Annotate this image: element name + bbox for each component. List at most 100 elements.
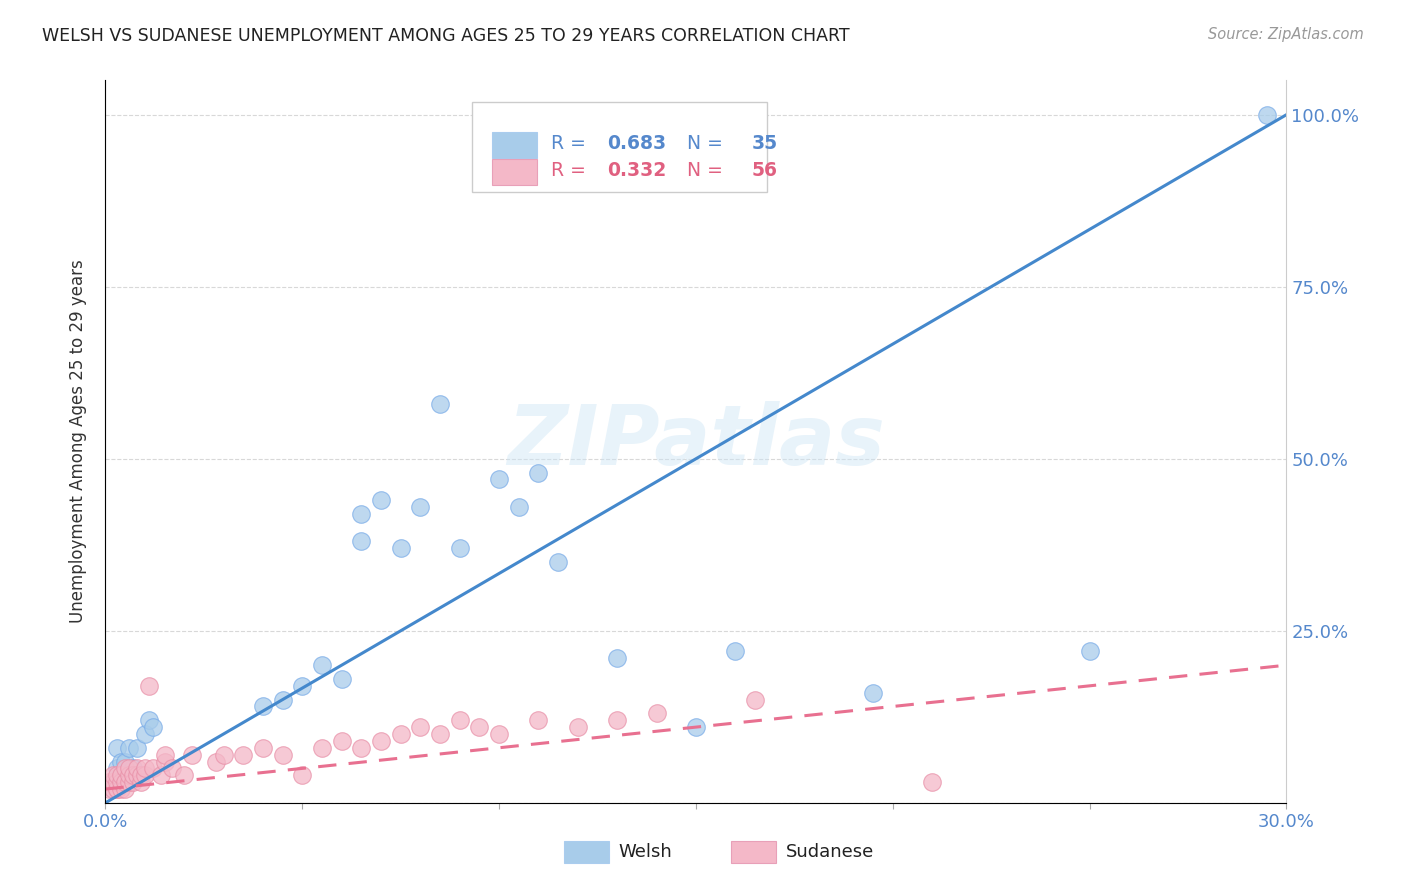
Text: N =: N = xyxy=(675,135,728,153)
Point xyxy=(252,699,274,714)
Text: N =: N = xyxy=(675,161,728,180)
Point xyxy=(645,706,668,721)
Point xyxy=(125,761,148,775)
Point xyxy=(350,740,373,755)
Text: Welsh: Welsh xyxy=(619,843,672,861)
Point xyxy=(122,768,145,782)
Point xyxy=(153,755,176,769)
Point xyxy=(606,651,628,665)
Text: 0.332: 0.332 xyxy=(607,161,666,180)
Point xyxy=(204,755,226,769)
Point xyxy=(114,768,136,782)
Point xyxy=(122,775,145,789)
Point xyxy=(134,768,156,782)
Point xyxy=(114,761,136,775)
Y-axis label: Unemployment Among Ages 25 to 29 years: Unemployment Among Ages 25 to 29 years xyxy=(69,260,87,624)
Point xyxy=(105,782,128,797)
Point xyxy=(103,782,125,797)
Point xyxy=(252,740,274,755)
Point xyxy=(105,761,128,775)
Point xyxy=(149,768,172,782)
Point xyxy=(271,747,294,762)
Point xyxy=(429,397,451,411)
Point xyxy=(271,692,294,706)
Point xyxy=(129,768,152,782)
Point xyxy=(212,747,235,762)
Point xyxy=(744,692,766,706)
Text: Source: ZipAtlas.com: Source: ZipAtlas.com xyxy=(1208,27,1364,42)
Text: ZIPatlas: ZIPatlas xyxy=(508,401,884,482)
Point xyxy=(1078,644,1101,658)
Bar xyxy=(731,841,776,863)
Point xyxy=(105,768,128,782)
Point xyxy=(547,555,569,569)
Point xyxy=(1256,108,1278,122)
Point xyxy=(409,500,432,514)
Point xyxy=(921,775,943,789)
Point xyxy=(98,782,121,797)
Point xyxy=(311,740,333,755)
Point xyxy=(429,727,451,741)
Point xyxy=(330,734,353,748)
Point xyxy=(103,768,125,782)
Text: 56: 56 xyxy=(751,161,778,180)
Point xyxy=(118,775,141,789)
Point xyxy=(142,761,165,775)
Point xyxy=(138,679,160,693)
Point xyxy=(181,747,204,762)
FancyBboxPatch shape xyxy=(471,102,766,193)
Text: Sudanese: Sudanese xyxy=(786,843,875,861)
Point xyxy=(508,500,530,514)
Point xyxy=(105,775,128,789)
Point xyxy=(291,679,314,693)
Point xyxy=(370,493,392,508)
Point xyxy=(488,472,510,486)
Point xyxy=(118,768,141,782)
Point xyxy=(134,761,156,775)
Point xyxy=(449,713,471,727)
Point xyxy=(98,775,121,789)
Point xyxy=(134,727,156,741)
Point xyxy=(153,747,176,762)
Point xyxy=(389,541,412,556)
Point xyxy=(114,755,136,769)
Point xyxy=(350,534,373,549)
Point xyxy=(409,720,432,734)
Point xyxy=(162,761,184,775)
Point xyxy=(125,740,148,755)
Point xyxy=(527,713,550,727)
Point xyxy=(110,782,132,797)
Point xyxy=(370,734,392,748)
Point xyxy=(103,782,125,797)
Point xyxy=(114,782,136,797)
Point xyxy=(567,720,589,734)
Point xyxy=(142,720,165,734)
Point xyxy=(468,720,491,734)
Point xyxy=(232,747,254,762)
Point xyxy=(527,466,550,480)
Point xyxy=(105,782,128,797)
Point xyxy=(122,761,145,775)
Point xyxy=(138,713,160,727)
Point xyxy=(114,775,136,789)
Text: WELSH VS SUDANESE UNEMPLOYMENT AMONG AGES 25 TO 29 YEARS CORRELATION CHART: WELSH VS SUDANESE UNEMPLOYMENT AMONG AGE… xyxy=(42,27,849,45)
Point xyxy=(724,644,747,658)
Point xyxy=(173,768,195,782)
Point xyxy=(685,720,707,734)
Text: R =: R = xyxy=(551,135,592,153)
Bar xyxy=(564,841,609,863)
Point xyxy=(389,727,412,741)
Point xyxy=(488,727,510,741)
Point xyxy=(449,541,471,556)
Point xyxy=(103,775,125,789)
Text: 0.683: 0.683 xyxy=(607,135,666,153)
Point xyxy=(110,755,132,769)
Point xyxy=(110,775,132,789)
Point xyxy=(291,768,314,782)
Text: 35: 35 xyxy=(751,135,778,153)
Point xyxy=(105,740,128,755)
Point xyxy=(110,775,132,789)
Point xyxy=(125,768,148,782)
Point xyxy=(862,686,884,700)
Point xyxy=(118,740,141,755)
